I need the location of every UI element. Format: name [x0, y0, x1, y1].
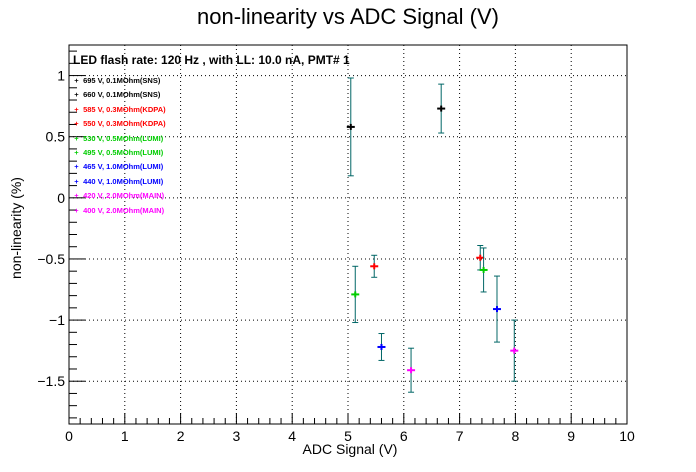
legend-entry: + 400 V, 2.0MOhm(MAIN) [72, 204, 166, 218]
x-tick-label: 0 [65, 428, 73, 444]
legend-marker: + [74, 133, 79, 143]
x-tick-label: 3 [233, 428, 241, 444]
legend-label: 440 V, 1.0MOhm(LUMI) [81, 176, 164, 186]
x-axis-label: ADC Signal (V) [302, 441, 398, 457]
legend-entry: + 465 V, 1.0MOhm(LUMI) [72, 160, 166, 174]
y-axis-label: non-linearity (%) [8, 177, 24, 279]
legend-label: 465 V, 1.0MOhm(LUMI) [81, 162, 164, 172]
legend-entry: + 530 V, 0.5MOhm(LUMI) [72, 132, 166, 146]
legend-label: 420 V, 2.0MOhm(MAIN) [81, 191, 165, 201]
y-tick-label: −1 [49, 312, 65, 328]
legend-entry: + 585 V, 0.3MOhm(KDPA) [72, 103, 166, 117]
legend-marker: + [74, 90, 79, 100]
y-tick-label: 0.5 [46, 129, 66, 145]
x-tick-label: 10 [619, 428, 635, 444]
chart-title: non-linearity vs ADC Signal (V) [196, 4, 499, 29]
legend-marker: + [74, 119, 79, 129]
legend-marker: + [74, 176, 79, 186]
legend-entry: + 495 V, 0.5MOhm(LUMI) [72, 146, 166, 160]
x-tick-label: 6 [400, 428, 408, 444]
y-tick-label: −1.5 [37, 373, 65, 389]
legend-label: 550 V, 0.3MOhm(KDPA) [81, 119, 166, 129]
legend-entry: + 420 V, 2.0MOhm(MAIN) [72, 189, 166, 203]
x-tick-label: 5 [344, 428, 352, 444]
x-tick-label: 4 [288, 428, 296, 444]
y-tick-label: −0.5 [37, 251, 65, 267]
axes: 0 1 2 3 4 5 6 7 8 9 10 −1.5 −1 −0.5 0 0.5 1 [37, 44, 635, 444]
legend-marker: + [74, 76, 79, 85]
x-tick-label: 7 [456, 428, 464, 444]
legend-label: 495 V, 0.5MOhm(LUMI) [81, 148, 164, 158]
data-points [346, 77, 519, 393]
legend-entry: + 660 V, 0.1MOhm(SNS) [72, 88, 166, 102]
legend-label: 530 V, 0.5MOhm(LUMI) [81, 133, 164, 143]
legend-label: 400 V, 2.0MOhm(MAIN) [81, 205, 165, 215]
legend-label: 695 V, 0.1MOhm(SNS) [81, 76, 161, 85]
info-text: LED flash rate: 120 Hz , with LL: 10.0 n… [73, 53, 350, 67]
x-tick-label: 9 [567, 428, 575, 444]
x-tick-label: 2 [177, 428, 185, 444]
x-tick-label: 1 [121, 428, 129, 444]
legend-entry: + 695 V, 0.1MOhm(SNS) [72, 74, 166, 88]
legend-label: 660 V, 0.1MOhm(SNS) [81, 90, 161, 100]
y-tick-label: 0 [57, 190, 65, 206]
y-tick-label: 1 [57, 68, 65, 84]
grid-lines [69, 45, 627, 424]
legend: + 695 V, 0.1MOhm(SNS) + 660 V, 0.1MOhm(SN… [72, 74, 166, 218]
legend-marker: + [74, 162, 79, 172]
legend-marker: + [74, 148, 79, 158]
legend-marker: + [74, 191, 79, 201]
legend-entry: + 440 V, 1.0MOhm(LUMI) [72, 175, 166, 189]
x-tick-label: 8 [512, 428, 520, 444]
legend-label: 585 V, 0.3MOhm(KDPA) [81, 104, 166, 114]
legend-marker: + [74, 104, 79, 114]
legend-entry: + 550 V, 0.3MOhm(KDPA) [72, 117, 166, 131]
legend-marker: + [74, 205, 79, 215]
